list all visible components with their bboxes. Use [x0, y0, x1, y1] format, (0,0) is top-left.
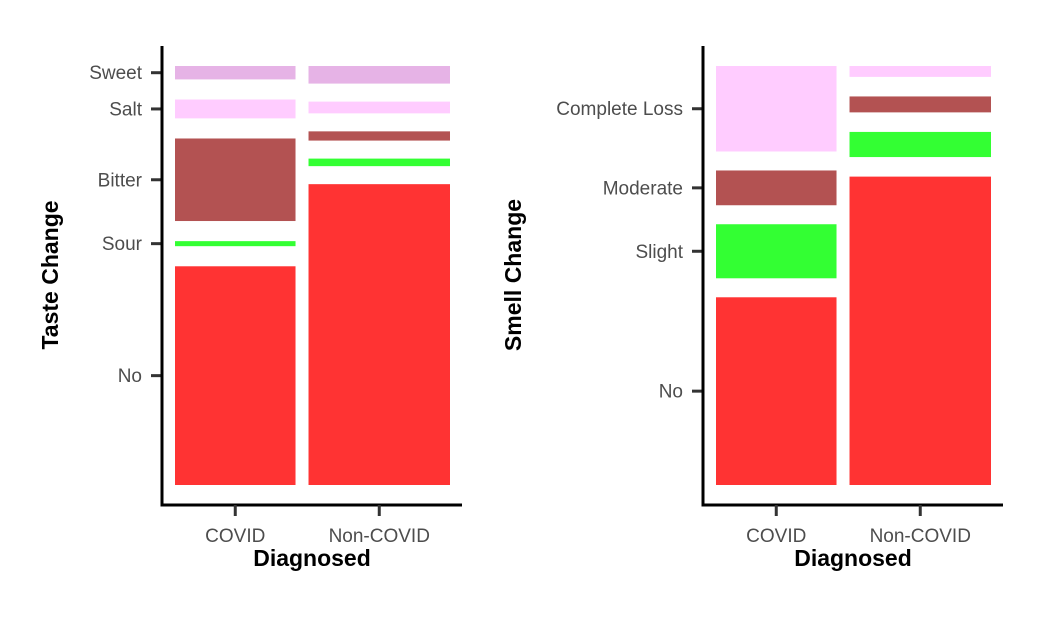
- mosaic-cell-covid-bitter: [175, 138, 296, 222]
- mosaic-cell-covid-moderate: [716, 170, 837, 206]
- y-tick-label-sweet: Sweet: [89, 63, 143, 84]
- mosaic-cell-non-covid-sour: [308, 158, 450, 167]
- y-tick-label-bitter: Bitter: [98, 170, 143, 191]
- mosaic-cell-covid-sweet: [175, 66, 296, 80]
- y-tick-label-no: No: [659, 382, 683, 403]
- mosaic-cell-non-covid-complete-loss: [849, 66, 991, 77]
- mosaic-cell-covid-slight: [716, 224, 837, 279]
- mosaic-cell-non-covid-bitter: [308, 131, 450, 141]
- mosaic-cell-non-covid-moderate: [849, 96, 991, 113]
- mosaic-cell-non-covid-no: [849, 176, 991, 485]
- x-tick-label-covid: COVID: [746, 526, 806, 547]
- y-tick-label-salt: Salt: [109, 99, 142, 120]
- mosaic-cell-non-covid-sweet: [308, 66, 450, 84]
- smell-change-panel: No Slight Moderate Complete Loss COVID Non-CO…: [500, 46, 1003, 571]
- y-tick-label-sour: Sour: [102, 234, 143, 255]
- mosaic-cell-non-covid-no: [308, 184, 450, 485]
- x-tick-label-non-covid: Non-COVID: [870, 526, 971, 547]
- x-axis-title: Diagnosed: [253, 545, 371, 571]
- taste-change-panel: No Sour Bitter Salt Sweet COVID Non-COVIDDiagn…: [37, 46, 462, 571]
- mosaic-cell-covid-complete-loss: [716, 66, 837, 152]
- mosaic-cell-covid-salt: [175, 99, 296, 119]
- y-tick-label-complete-loss: Complete Loss: [556, 99, 683, 120]
- y-tick-label-no: No: [118, 366, 142, 387]
- mosaic-cell-non-covid-salt: [308, 101, 450, 114]
- x-axis-title: Diagnosed: [794, 545, 912, 571]
- mosaic-cell-covid-sour: [175, 241, 296, 247]
- mosaic-cell-covid-no: [175, 266, 296, 485]
- y-tick-label-slight: Slight: [635, 242, 683, 263]
- mosaic-cell-covid-no: [716, 297, 837, 485]
- x-tick-label-non-covid: Non-COVID: [329, 526, 430, 547]
- y-tick-label-moderate: Moderate: [603, 178, 683, 199]
- x-tick-label-covid: COVID: [205, 526, 265, 547]
- mosaic-cell-non-covid-slight: [849, 131, 991, 158]
- y-axis-title: Taste Change: [37, 200, 63, 349]
- y-axis-title: Smell Change: [500, 199, 526, 351]
